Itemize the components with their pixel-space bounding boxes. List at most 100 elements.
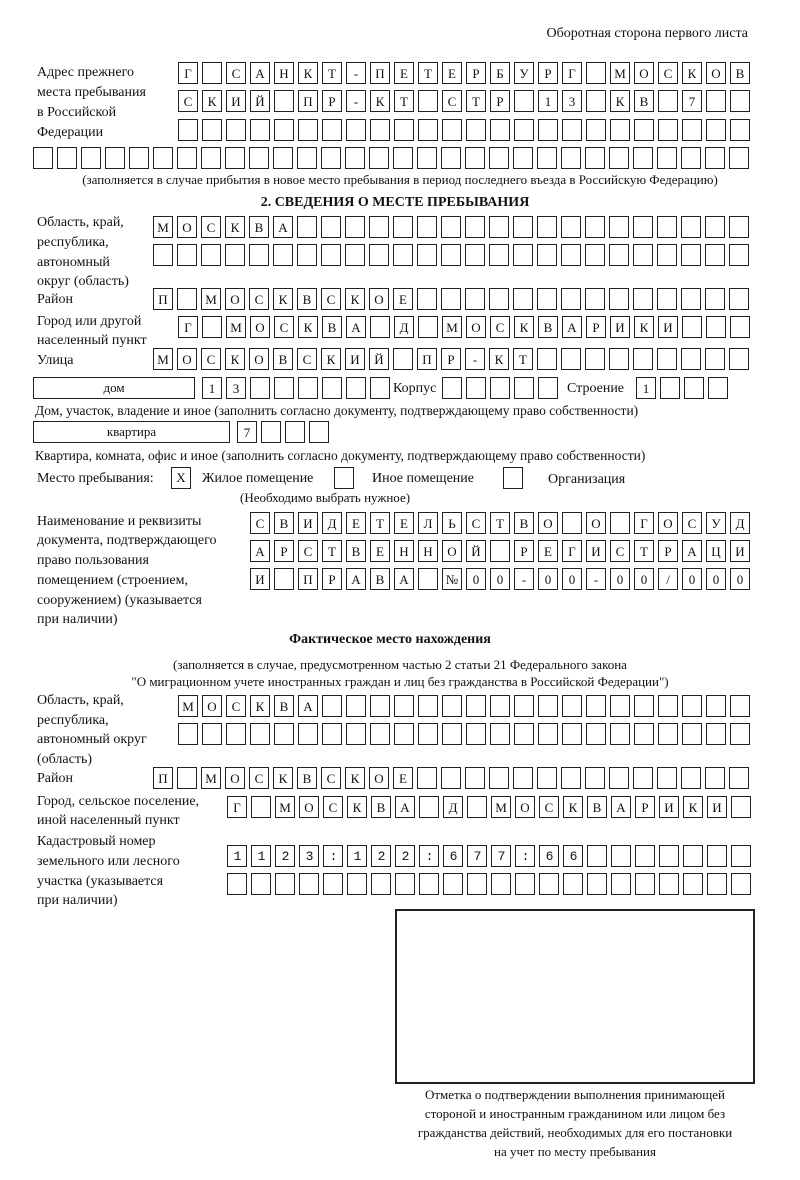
char-cell[interactable]: Т: [322, 540, 342, 562]
char-cell[interactable]: [491, 873, 511, 895]
char-cell[interactable]: О: [369, 767, 389, 789]
char-cell[interactable]: [441, 244, 461, 266]
char-cell[interactable]: [489, 147, 509, 169]
char-cell[interactable]: -: [346, 90, 366, 112]
char-cell[interactable]: К: [370, 90, 390, 112]
char-cell[interactable]: С: [178, 90, 198, 112]
char-cell[interactable]: [490, 119, 510, 141]
char-cell[interactable]: Т: [634, 540, 654, 562]
char-cell[interactable]: 0: [490, 568, 510, 590]
char-cell[interactable]: [274, 119, 294, 141]
char-cell[interactable]: Т: [490, 512, 510, 534]
char-cell[interactable]: [585, 348, 605, 370]
char-cell[interactable]: [466, 695, 486, 717]
char-cell[interactable]: [610, 695, 630, 717]
char-cell[interactable]: А: [611, 796, 631, 818]
char-cell[interactable]: [729, 216, 749, 238]
char-cell[interactable]: [418, 568, 438, 590]
char-cell[interactable]: С: [321, 288, 341, 310]
char-cell[interactable]: [322, 695, 342, 717]
char-cell[interactable]: О: [225, 288, 245, 310]
char-cell[interactable]: [490, 540, 510, 562]
char-cell[interactable]: [730, 723, 750, 745]
char-cell[interactable]: [369, 244, 389, 266]
char-cell[interactable]: [561, 147, 581, 169]
char-cell[interactable]: [250, 377, 270, 399]
char-cell[interactable]: [657, 216, 677, 238]
char-cell[interactable]: [417, 767, 437, 789]
char-cell[interactable]: А: [682, 540, 702, 562]
char-cell[interactable]: [537, 147, 557, 169]
char-cell[interactable]: [683, 845, 703, 867]
char-cell[interactable]: [729, 147, 749, 169]
char-cell[interactable]: [299, 845, 319, 867]
char-cell[interactable]: [322, 723, 342, 745]
char-cell[interactable]: [682, 695, 702, 717]
char-cell[interactable]: [418, 723, 438, 745]
char-cell[interactable]: П: [153, 288, 173, 310]
char-cell[interactable]: [250, 723, 270, 745]
char-cell[interactable]: [346, 723, 366, 745]
char-cell[interactable]: [609, 288, 629, 310]
char-cell[interactable]: [633, 288, 653, 310]
char-cell[interactable]: [633, 244, 653, 266]
char-cell[interactable]: [635, 873, 655, 895]
char-cell[interactable]: [706, 316, 726, 338]
char-cell[interactable]: [419, 845, 439, 867]
char-cell[interactable]: Т: [466, 90, 486, 112]
char-cell[interactable]: [707, 873, 727, 895]
char-cell[interactable]: В: [634, 90, 654, 112]
char-cell[interactable]: [417, 216, 437, 238]
char-cell[interactable]: 3: [226, 377, 246, 399]
char-cell[interactable]: [729, 767, 749, 789]
char-cell[interactable]: Р: [635, 796, 655, 818]
char-cell[interactable]: [369, 216, 389, 238]
char-cell[interactable]: В: [514, 512, 534, 534]
char-cell[interactable]: [442, 119, 462, 141]
char-cell[interactable]: [393, 216, 413, 238]
char-cell[interactable]: К: [273, 288, 293, 310]
char-cell[interactable]: Т: [394, 90, 414, 112]
char-cell[interactable]: [347, 873, 367, 895]
char-cell[interactable]: [731, 873, 751, 895]
prev-address-row-4[interactable]: [33, 147, 749, 169]
char-cell[interactable]: Р: [466, 62, 486, 84]
char-cell[interactable]: [345, 244, 365, 266]
char-cell[interactable]: Д: [730, 512, 750, 534]
char-cell[interactable]: Т: [322, 62, 342, 84]
char-cell[interactable]: [658, 723, 678, 745]
char-cell[interactable]: [347, 845, 367, 867]
char-cell[interactable]: [537, 348, 557, 370]
char-cell[interactable]: [634, 119, 654, 141]
char-cell[interactable]: [561, 216, 581, 238]
char-cell[interactable]: [489, 288, 509, 310]
char-cell[interactable]: [539, 873, 559, 895]
char-cell[interactable]: [297, 216, 317, 238]
char-cell[interactable]: [225, 244, 245, 266]
char-cell[interactable]: [563, 845, 583, 867]
char-cell[interactable]: О: [466, 316, 486, 338]
char-cell[interactable]: С: [249, 767, 269, 789]
char-cell[interactable]: -: [465, 348, 485, 370]
char-cell[interactable]: [323, 873, 343, 895]
char-cell[interactable]: Е: [393, 767, 413, 789]
char-cell[interactable]: П: [370, 62, 390, 84]
char-cell[interactable]: [178, 119, 198, 141]
char-cell[interactable]: [418, 316, 438, 338]
char-cell[interactable]: С: [297, 348, 317, 370]
char-cell[interactable]: С: [201, 348, 221, 370]
char-cell[interactable]: М: [610, 62, 630, 84]
char-cell[interactable]: К: [345, 767, 365, 789]
char-cell[interactable]: С: [466, 512, 486, 534]
char-cell[interactable]: [227, 845, 247, 867]
char-cell[interactable]: Д: [443, 796, 463, 818]
char-cell[interactable]: Е: [346, 512, 366, 534]
char-cell[interactable]: Р: [586, 316, 606, 338]
char-cell[interactable]: А: [395, 796, 415, 818]
char-cell[interactable]: [346, 119, 366, 141]
char-cell[interactable]: К: [682, 62, 702, 84]
char-cell[interactable]: [730, 90, 750, 112]
char-cell[interactable]: [467, 796, 487, 818]
